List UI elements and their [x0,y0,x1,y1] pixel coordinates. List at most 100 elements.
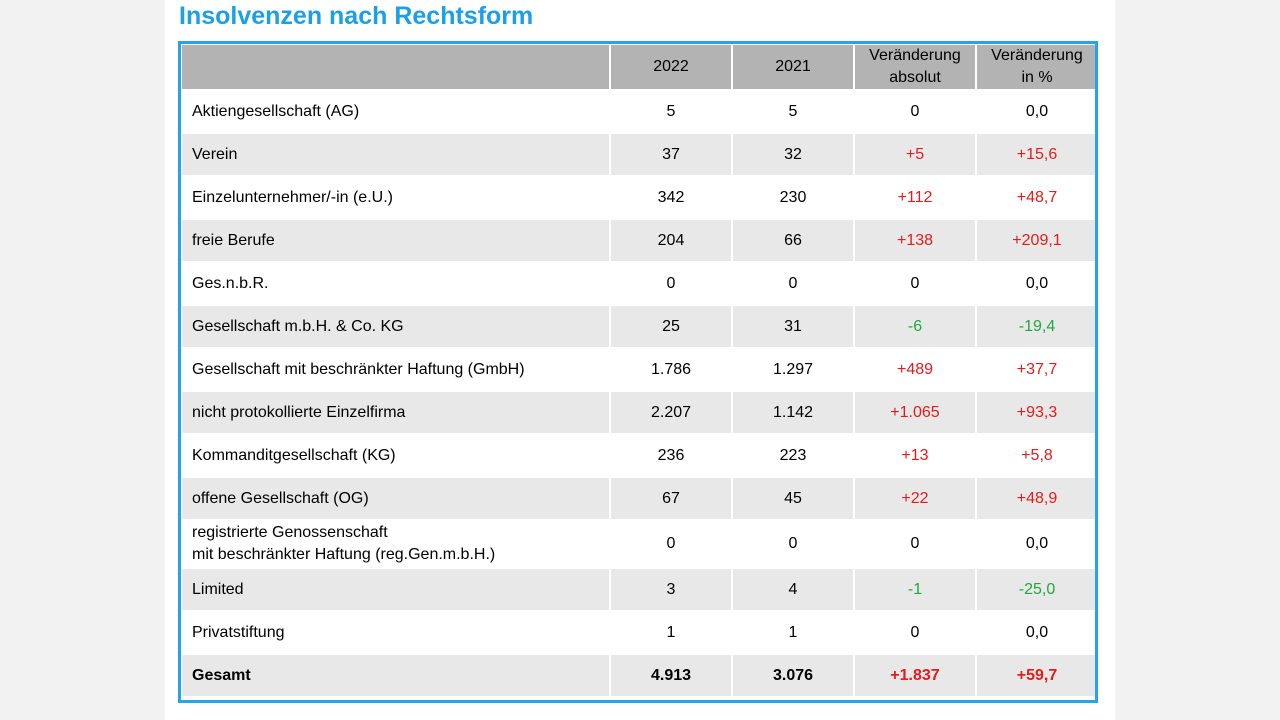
cell-2022: 2.207 [611,392,731,433]
row-label: Verein [182,134,609,175]
header-label-cell [182,45,609,89]
header-change-percent-line2: in % [1021,69,1053,86]
cell-change-absolute: 0 [910,274,920,292]
total-2022: 4.913 [611,655,731,696]
cell-2022: 5 [666,102,676,120]
header-2021: 2021 [733,45,853,89]
cell-2022: 342 [657,188,685,206]
cell-change-percent: +37,7 [1016,360,1058,378]
total-2021: 3.076 [733,655,853,696]
cell-2022: 3 [611,569,731,610]
table-row: Privatstiftung 1 1 0 0,0 [182,612,1095,653]
cell-2021: 0 [788,535,798,552]
cell-2021: 45 [733,478,853,519]
table-row: Limited 3 4 -1 -25,0 [182,569,1095,610]
cell-change-absolute: +13 [901,446,929,464]
cell-2022: 236 [657,446,685,464]
total-change-absolute: +1.837 [855,655,975,696]
total-row: Gesamt 4.913 3.076 +1.837 +59,7 [182,655,1095,696]
cell-2021: 0 [788,274,798,292]
cell-change-absolute: +1.065 [855,392,975,433]
cell-change-absolute: 0 [910,623,920,641]
cell-2022: 1 [666,623,676,641]
cell-change-percent: +48,9 [977,478,1095,519]
cell-2021: 1 [788,623,798,641]
cell-change-percent: +209,1 [977,220,1095,261]
cell-change-absolute: 0 [910,102,920,120]
table-row: Gesellschaft mit beschränkter Haftung (G… [182,349,1095,390]
header-change-absolute: Veränderung absolut [855,45,975,89]
cell-2021: 223 [779,446,807,464]
row-label: freie Berufe [182,220,609,261]
cell-2022: 204 [611,220,731,261]
cell-2021: 31 [733,306,853,347]
cell-change-absolute: -1 [855,569,975,610]
header-change-absolute-line2: absolut [889,69,941,86]
cell-change-percent: +48,7 [1016,188,1058,206]
table-row: Ges.n.b.R. 0 0 0 0,0 [182,263,1095,304]
cell-change-absolute: +22 [855,478,975,519]
cell-change-percent: 0,0 [1025,535,1049,552]
cell-change-absolute: +138 [855,220,975,261]
row-label: Aktiengesellschaft (AG) [192,102,360,120]
cell-2022: 1.786 [650,360,692,378]
cell-change-percent: +5,8 [1021,446,1053,464]
total-label: Gesamt [182,655,609,696]
content-page: Insolvenzen nach Rechtsform 2022 2021 Ve… [165,0,1115,720]
cell-2021: 5 [788,102,798,120]
cell-2021: 32 [733,134,853,175]
cell-2021: 230 [779,188,807,206]
table-row: offene Gesellschaft (OG) 67 45 +22 +48,9 [182,478,1095,519]
row-label: Limited [182,569,609,610]
row-label: Ges.n.b.R. [192,274,269,292]
cell-change-percent: -25,0 [977,569,1095,610]
row-label: nicht protokollierte Einzelfirma [182,392,609,433]
row-label: offene Gesellschaft (OG) [182,478,609,519]
cell-2022: 67 [611,478,731,519]
cell-2021: 4 [733,569,853,610]
cell-change-percent: +93,3 [977,392,1095,433]
insolvency-table: 2022 2021 Veränderung absolut Veränderun… [181,44,1095,698]
cell-2022: 0 [666,274,676,292]
cell-change-absolute: 0 [910,535,920,552]
header-change-percent-line1: Veränderung [991,47,1083,64]
header-2022: 2022 [611,45,731,89]
row-label: Gesellschaft m.b.H. & Co. KG [182,306,609,347]
cell-change-percent: +15,6 [977,134,1095,175]
total-change-percent: +59,7 [977,655,1095,696]
table-row: registrierte Genossenschaft mit beschrän… [182,521,1095,567]
row-label: Einzelunternehmer/-in (e.U.) [192,188,393,206]
cell-2022: 0 [666,535,676,552]
row-label-line2: mit beschränkter Haftung (reg.Gen.m.b.H.… [192,546,496,563]
header-change-absolute-line1: Veränderung [869,47,961,64]
row-label: Kommanditgesellschaft (KG) [192,446,396,464]
table-row: Einzelunternehmer/-in (e.U.) 342 230 +11… [182,177,1095,218]
row-label-line1: registrierte Genossenschaft [192,524,388,541]
row-label: Privatstiftung [192,623,285,641]
table-row: freie Berufe 204 66 +138 +209,1 [182,220,1095,261]
cell-2021: 1.142 [733,392,853,433]
cell-2022: 37 [611,134,731,175]
cell-change-absolute: -6 [855,306,975,347]
cell-2021: 66 [733,220,853,261]
row-label: Gesellschaft mit beschränkter Haftung (G… [192,360,525,378]
cell-2021: 1.297 [772,360,814,378]
table-header-row: 2022 2021 Veränderung absolut Veränderun… [182,45,1095,89]
cell-change-absolute: +5 [855,134,975,175]
table-row: nicht protokollierte Einzelfirma 2.207 1… [182,392,1095,433]
cell-change-percent: 0,0 [1025,274,1049,292]
cell-change-absolute: +489 [896,360,934,378]
table-row: Verein 37 32 +5 +15,6 [182,134,1095,175]
page-title: Insolvenzen nach Rechtsform [179,2,534,30]
table-row: Gesellschaft m.b.H. & Co. KG 25 31 -6 -1… [182,306,1095,347]
cell-2022: 25 [611,306,731,347]
cell-change-percent: 0,0 [1025,102,1049,120]
cell-change-percent: 0,0 [1025,623,1049,641]
cell-change-absolute: +112 [897,188,933,206]
insolvency-table-frame: 2022 2021 Veränderung absolut Veränderun… [178,41,1098,703]
row-label: registrierte Genossenschaft mit beschrän… [182,521,609,567]
table-row: Aktiengesellschaft (AG) 5 5 0 0,0 [182,91,1095,132]
header-change-percent: Veränderung in % [977,45,1095,89]
table-row: Kommanditgesellschaft (KG) 236 223 +13 +… [182,435,1095,476]
cell-change-percent: -19,4 [977,306,1095,347]
